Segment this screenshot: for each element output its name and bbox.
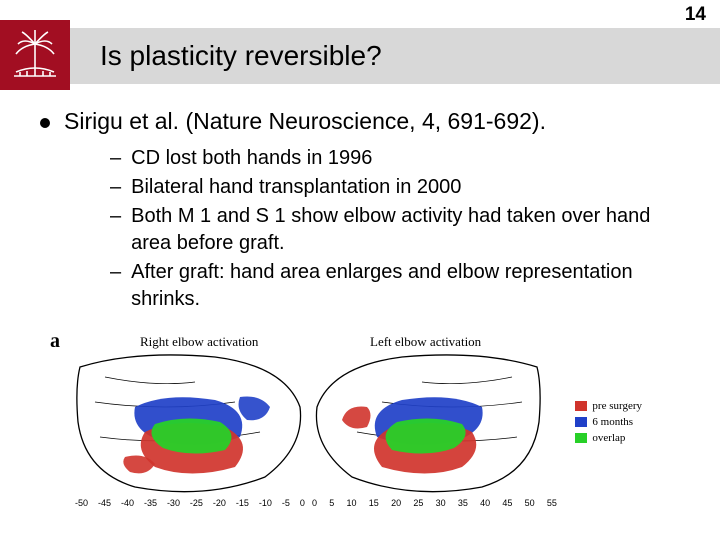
legend-label: 6 months (592, 416, 633, 428)
tick: -20 (213, 498, 226, 516)
tick: -50 (75, 498, 88, 516)
swatch-icon (575, 433, 587, 443)
bullet-text: Both M 1 and S 1 show elbow activity had… (131, 203, 690, 257)
bullet-text: CD lost both hands in 1996 (131, 145, 372, 172)
legend: pre surgery 6 months overlap (575, 400, 642, 448)
swatch-icon (575, 401, 587, 411)
list-item: – After graft: hand area enlarges and el… (110, 259, 690, 313)
content-area: Sirigu et al. (Nature Neuroscience, 4, 6… (40, 108, 690, 315)
tick: 20 (391, 498, 401, 516)
list-item: – CD lost both hands in 1996 (110, 145, 690, 172)
tick: 10 (347, 498, 357, 516)
tick: -30 (167, 498, 180, 516)
list-item: – Bilateral hand transplantation in 2000 (110, 174, 690, 201)
bullet-dot-icon (40, 118, 50, 128)
legend-label: overlap (592, 432, 625, 444)
dash-icon: – (110, 174, 121, 201)
legend-item: pre surgery (575, 400, 642, 412)
dash-icon: – (110, 259, 121, 313)
legend-label: pre surgery (592, 400, 642, 412)
tick: 0 (300, 498, 305, 516)
left-brain-map (75, 352, 305, 497)
legend-item: overlap (575, 432, 642, 444)
tick: -45 (98, 498, 111, 516)
left-subplot-title: Right elbow activation (140, 334, 258, 350)
header-bar: Is plasticity reversible? (0, 28, 720, 84)
right-subplot-title: Left elbow activation (370, 334, 481, 350)
tick: 25 (413, 498, 423, 516)
tick: -25 (190, 498, 203, 516)
swatch-icon (575, 417, 587, 427)
legend-item: 6 months (575, 416, 642, 428)
tick: 50 (525, 498, 535, 516)
university-logo (0, 20, 70, 90)
bullet-text: Bilateral hand transplantation in 2000 (131, 174, 461, 201)
tick: 55 (547, 498, 557, 516)
dash-icon: – (110, 203, 121, 257)
tick: -40 (121, 498, 134, 516)
tick: 5 (329, 498, 334, 516)
tick: 30 (436, 498, 446, 516)
page-number: 14 (685, 4, 706, 26)
tick: 45 (502, 498, 512, 516)
citation-text: Sirigu et al. (Nature Neuroscience, 4, 6… (64, 108, 546, 135)
main-bullet: Sirigu et al. (Nature Neuroscience, 4, 6… (40, 108, 690, 135)
dash-icon: – (110, 145, 121, 172)
tick: 35 (458, 498, 468, 516)
tick: -5 (282, 498, 290, 516)
palmetto-icon (10, 30, 60, 80)
axis-left: -50 -45 -40 -35 -30 -25 -20 -15 -10 -5 0 (75, 498, 305, 516)
tick: -10 (259, 498, 272, 516)
right-brain-map (312, 352, 542, 497)
bullet-text: After graft: hand area enlarges and elbo… (131, 259, 690, 313)
tick: 15 (369, 498, 379, 516)
list-item: – Both M 1 and S 1 show elbow activity h… (110, 203, 690, 257)
figure-panel: a Right elbow activation Left elbow acti… (50, 330, 640, 530)
axis-right: 0 5 10 15 20 25 30 35 40 45 50 55 (312, 498, 557, 516)
tick: 40 (480, 498, 490, 516)
tick: 0 (312, 498, 317, 516)
slide-title: Is plasticity reversible? (100, 40, 382, 72)
panel-label: a (50, 330, 60, 353)
tick: -35 (144, 498, 157, 516)
sub-bullet-list: – CD lost both hands in 1996 – Bilateral… (110, 145, 690, 313)
tick: -15 (236, 498, 249, 516)
